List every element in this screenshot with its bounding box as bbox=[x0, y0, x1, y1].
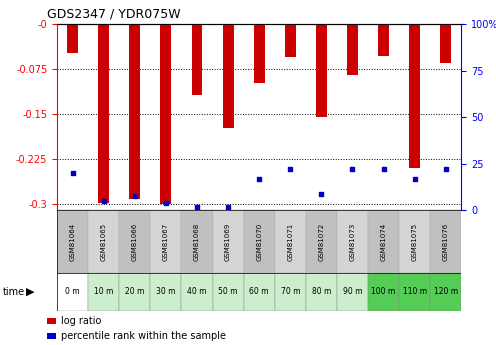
Bar bbox=[275, 210, 306, 273]
Bar bbox=[306, 210, 337, 273]
Text: GSM81066: GSM81066 bbox=[132, 223, 138, 260]
Bar bbox=[88, 210, 119, 273]
Text: 100 m: 100 m bbox=[372, 287, 396, 296]
Text: GSM81074: GSM81074 bbox=[380, 223, 386, 260]
Bar bbox=[244, 273, 275, 310]
Text: 60 m: 60 m bbox=[249, 287, 269, 296]
Bar bbox=[119, 273, 150, 310]
Text: GSM81068: GSM81068 bbox=[194, 223, 200, 260]
Text: GSM81064: GSM81064 bbox=[69, 223, 75, 260]
Text: GSM81065: GSM81065 bbox=[101, 223, 107, 260]
Text: GSM81067: GSM81067 bbox=[163, 223, 169, 260]
Bar bbox=[129, 24, 140, 199]
Bar bbox=[244, 210, 275, 273]
Bar bbox=[399, 273, 430, 310]
Bar bbox=[191, 24, 202, 95]
Text: GSM81069: GSM81069 bbox=[225, 223, 231, 260]
Bar bbox=[67, 24, 78, 53]
Bar bbox=[430, 210, 461, 273]
Text: percentile rank within the sample: percentile rank within the sample bbox=[61, 332, 226, 341]
Bar bbox=[150, 273, 182, 310]
Text: 20 m: 20 m bbox=[125, 287, 144, 296]
Text: log ratio: log ratio bbox=[61, 316, 101, 326]
Text: 10 m: 10 m bbox=[94, 287, 114, 296]
Bar bbox=[368, 210, 399, 273]
Bar bbox=[337, 210, 368, 273]
Text: 110 m: 110 m bbox=[403, 287, 427, 296]
Bar bbox=[57, 273, 88, 310]
Text: 70 m: 70 m bbox=[281, 287, 300, 296]
Text: 50 m: 50 m bbox=[218, 287, 238, 296]
Bar bbox=[88, 273, 119, 310]
Bar bbox=[182, 273, 212, 310]
Text: time: time bbox=[2, 287, 25, 296]
Bar bbox=[57, 210, 88, 273]
Bar bbox=[440, 24, 451, 63]
Text: GSM81075: GSM81075 bbox=[412, 223, 418, 260]
Text: 40 m: 40 m bbox=[187, 287, 207, 296]
Text: 30 m: 30 m bbox=[156, 287, 176, 296]
Bar bbox=[409, 24, 420, 168]
Point bbox=[193, 204, 201, 209]
Text: 0 m: 0 m bbox=[65, 287, 80, 296]
Text: GDS2347 / YDR075W: GDS2347 / YDR075W bbox=[47, 8, 181, 21]
Bar bbox=[430, 273, 461, 310]
Bar bbox=[150, 210, 182, 273]
Bar bbox=[212, 210, 244, 273]
Text: GSM81071: GSM81071 bbox=[287, 223, 293, 260]
Text: 90 m: 90 m bbox=[343, 287, 362, 296]
Text: 80 m: 80 m bbox=[311, 287, 331, 296]
Bar bbox=[212, 273, 244, 310]
Bar bbox=[337, 273, 368, 310]
Text: 120 m: 120 m bbox=[434, 287, 458, 296]
Point bbox=[317, 191, 325, 196]
Point bbox=[68, 170, 76, 176]
Point bbox=[162, 200, 170, 206]
Bar bbox=[378, 24, 389, 56]
Bar bbox=[160, 24, 171, 204]
Point bbox=[100, 198, 108, 204]
Text: ▶: ▶ bbox=[26, 287, 35, 296]
Point bbox=[379, 167, 387, 172]
Bar bbox=[98, 24, 109, 203]
Point bbox=[411, 176, 419, 181]
Bar bbox=[399, 210, 430, 273]
Bar bbox=[316, 24, 327, 117]
Bar bbox=[275, 273, 306, 310]
Point bbox=[255, 176, 263, 181]
Text: GSM81073: GSM81073 bbox=[350, 223, 356, 260]
Point bbox=[131, 193, 139, 198]
Point bbox=[224, 204, 232, 209]
Text: GSM81076: GSM81076 bbox=[443, 223, 449, 260]
Bar bbox=[119, 210, 150, 273]
Text: GSM81072: GSM81072 bbox=[318, 223, 324, 260]
Point bbox=[442, 167, 450, 172]
Bar bbox=[223, 24, 234, 128]
Bar bbox=[285, 24, 296, 57]
Bar bbox=[347, 24, 358, 75]
Point bbox=[349, 167, 357, 172]
Point bbox=[286, 167, 294, 172]
Bar bbox=[306, 273, 337, 310]
Bar bbox=[182, 210, 212, 273]
Bar bbox=[368, 273, 399, 310]
Bar bbox=[254, 24, 264, 83]
Text: GSM81070: GSM81070 bbox=[256, 223, 262, 260]
